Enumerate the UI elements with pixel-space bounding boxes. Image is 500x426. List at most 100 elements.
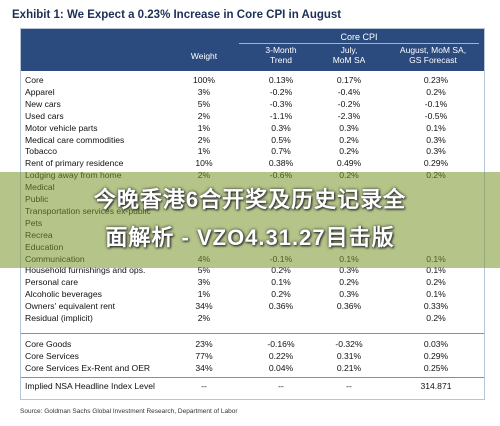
- header-trend: 3-Month Trend: [265, 45, 297, 65]
- row-label: Core Services: [25, 350, 79, 361]
- row-value: 34%: [195, 301, 213, 312]
- row-value: -0.2%: [337, 98, 361, 109]
- row-value: 5%: [197, 265, 211, 276]
- table-row: Residual (implicit) 2% 0.2%: [21, 313, 484, 324]
- table-header: Core CPI Weight 3-Month Trend July, MoM …: [21, 29, 484, 71]
- watermark-banner: 今晚香港6合开奖及历史记录全 面解析 - VZO4.31.27目击版: [0, 172, 500, 268]
- header-weight: Weight: [190, 51, 218, 61]
- row-value: 0.3%: [426, 134, 446, 145]
- row-value: -1.1%: [269, 110, 293, 121]
- row-value: -0.1%: [424, 98, 448, 109]
- row-value: -0.2%: [269, 86, 293, 97]
- row-value: 0.36%: [336, 301, 362, 312]
- row-value: 0.2%: [339, 134, 359, 145]
- row-value: -2.3%: [337, 110, 361, 121]
- row-value: 0.2%: [426, 86, 446, 97]
- table-row: Rent of primary residence 10% 0.38% 0.49% 0.…: [21, 158, 484, 169]
- row-value: 0.7%: [271, 146, 291, 157]
- row-label: Motor vehicle parts: [25, 122, 98, 133]
- row-label: Medical care commodities: [25, 134, 125, 145]
- row-label: Used cars: [25, 110, 64, 121]
- row-value: -0.3%: [269, 98, 293, 109]
- row-value: 0.1%: [426, 289, 446, 300]
- headline-row-box: Implied NSA Headline Index Level -- -- -…: [21, 377, 484, 396]
- row-value: 1%: [197, 122, 211, 133]
- row-value: 0.31%: [336, 350, 362, 361]
- row-value: 0.2%: [271, 265, 291, 276]
- table-row: Tobacco 1% 0.7% 0.2% 0.3%: [21, 146, 484, 157]
- row-value: -0.4%: [337, 86, 361, 97]
- row-label: Alcoholic beverages: [25, 289, 102, 300]
- header-july: July, MoM SA: [332, 45, 366, 65]
- row-value: 5%: [197, 98, 211, 109]
- row-value: 0.1%: [271, 277, 291, 288]
- row-value: -0.32%: [335, 339, 363, 349]
- table-row: Core 100% 0.13% 0.17% 0.23%: [21, 75, 484, 86]
- row-label: Owners' equivalent rent: [25, 301, 116, 312]
- header-core-cpi: Core CPI: [340, 32, 378, 42]
- row-value: 0.3%: [339, 265, 359, 276]
- row-value: 0.38%: [268, 158, 294, 169]
- row-value: 34%: [195, 362, 213, 373]
- row-label: Core Services Ex-Rent and OER: [25, 362, 151, 373]
- row-value: 0.3%: [271, 122, 291, 133]
- table-row: Owners' equivalent rent 34% 0.36% 0.36% 0.33…: [21, 301, 484, 312]
- table-row: Apparel 3% -0.2% -0.4% 0.2%: [21, 87, 484, 98]
- row-value: 0.2%: [426, 277, 446, 288]
- row-value: 0.17%: [336, 75, 362, 85]
- header-divider: [239, 43, 479, 44]
- row-value: 100%: [193, 75, 215, 85]
- row-value: 0.33%: [423, 301, 449, 312]
- row-value: 2%: [197, 110, 211, 121]
- row-label: Apparel: [25, 86, 55, 97]
- row-value: 0.21%: [336, 362, 362, 373]
- row-label: New cars: [25, 98, 61, 109]
- row-value: 1%: [197, 289, 211, 300]
- table-row: Used cars 2% -1.1% -2.3% -0.5%: [21, 111, 484, 122]
- row-value: 0.29%: [423, 158, 449, 169]
- source-note: Source: Goldman Sachs Global Investment …: [20, 408, 238, 415]
- exhibit-title: Exhibit 1: We Expect a 0.23% Increase in…: [12, 9, 342, 21]
- row-value: 0.2%: [339, 146, 359, 157]
- table-row: Implied NSA Headline Index Level -- -- -…: [25, 381, 452, 391]
- row-value: 2%: [197, 134, 211, 145]
- row-value: 0.25%: [423, 362, 449, 373]
- section-divider: [21, 333, 484, 334]
- table-row: Medical care commodities 2% 0.5% 0.2% 0.3%: [21, 135, 484, 146]
- table-row: Core Goods 23% -0.16% -0.32% 0.03%: [21, 339, 484, 350]
- row-value: 0.1%: [426, 265, 446, 276]
- table-row: New cars 5% -0.3% -0.2% -0.1%: [21, 99, 484, 110]
- banner-line-2: 面解析 - VZO4.31.27目击版: [105, 225, 395, 250]
- row-value: 0.2%: [339, 277, 359, 288]
- row-value: -0.16%: [267, 339, 295, 349]
- row-label: Core Goods: [25, 339, 72, 349]
- row-label: Core: [25, 75, 44, 85]
- row-value: 0.23%: [423, 75, 449, 85]
- row-value: 0.3%: [426, 146, 446, 157]
- row-label: Residual (implicit): [25, 313, 93, 323]
- row-value: 1%: [197, 146, 211, 157]
- row-value: 0.22%: [268, 350, 294, 361]
- row-value: 3%: [197, 86, 211, 97]
- table-row: Core Services 77% 0.22% 0.31% 0.29%: [21, 351, 484, 362]
- row-value: 23%: [195, 339, 213, 349]
- header-august: August, MoM SA, GS Forecast: [399, 45, 467, 65]
- row-label: Household furnishings and ops.: [25, 265, 146, 276]
- row-label: Rent of primary residence: [25, 158, 124, 169]
- row-value: 0.2%: [426, 313, 446, 323]
- table-row: Household furnishings and ops. 5% 0.2% 0.3%…: [21, 265, 484, 276]
- row-value: 0.5%: [271, 134, 291, 145]
- banner-line-1: 今晚香港6合开奖及历史记录全: [93, 187, 407, 212]
- row-value: 0.3%: [339, 289, 359, 300]
- table-row: Alcoholic beverages 1% 0.2% 0.3% 0.1%: [21, 289, 484, 300]
- row-value: 0.2%: [271, 289, 291, 300]
- row-value: 0.03%: [423, 339, 449, 349]
- row-value: 0.04%: [268, 362, 294, 373]
- row-label: Tobacco: [25, 146, 58, 157]
- row-value: 0.49%: [336, 158, 362, 169]
- row-value: 0.29%: [423, 350, 449, 361]
- row-value: 77%: [195, 350, 213, 361]
- row-value: 0.1%: [426, 122, 446, 133]
- table-row: Personal care 3% 0.1% 0.2% 0.2%: [21, 277, 484, 288]
- row-value: 0.3%: [339, 122, 359, 133]
